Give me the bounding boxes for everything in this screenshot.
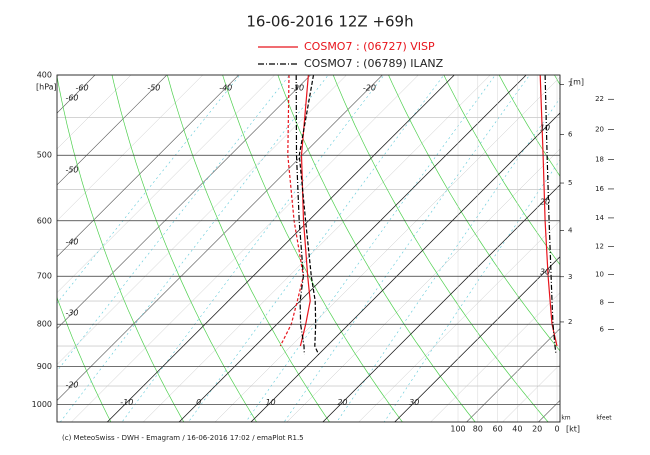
y-tick-label: 900 [37, 362, 52, 371]
wind-tick-label: 20 [532, 425, 542, 434]
isotherm-tick [106, 75, 455, 422]
isotherm [142, 75, 491, 422]
kfeet-tick-label: 8 [600, 298, 604, 306]
wind-tick-label: 40 [512, 425, 522, 434]
kfeet-tick-label: 22 [595, 95, 604, 103]
isotherm-label: -20 [363, 84, 376, 93]
dry-adiabat [388, 75, 560, 352]
isotherm-label: -40 [219, 84, 232, 93]
y-tick-label: 800 [37, 320, 52, 329]
side-label: 10 [540, 124, 550, 133]
isotherm-tick [178, 75, 527, 422]
mixing-ratio [188, 75, 445, 422]
isotherm-label: -60 [75, 84, 88, 93]
isotherm-tick [394, 256, 560, 422]
wind-speed-line [544, 75, 557, 355]
isotherm-label: -30 [65, 309, 78, 318]
height-tick-label: 3 [568, 273, 572, 281]
height-tick-label: 4 [568, 226, 573, 234]
isotherm [57, 75, 132, 150]
height-unit: km [561, 415, 570, 422]
kfeet-tick-label: 14 [595, 214, 604, 222]
y-tick-label: 600 [37, 216, 52, 225]
mixing-ratio [59, 75, 329, 422]
isotherm [57, 75, 275, 293]
y-tick-label: 500 [37, 151, 52, 160]
x-tick-label: 10 [265, 398, 275, 407]
isotherm [57, 75, 347, 365]
isotherm-label: -50 [65, 166, 78, 175]
mixing-ratio [245, 75, 496, 422]
wind-tick-label: 0 [554, 425, 559, 434]
kfeet-tick-label: 20 [595, 126, 604, 134]
dry-adiabat [111, 75, 258, 422]
height-label: [m] [570, 78, 584, 87]
legend-entry: COSMO7 : (06727) VISP [304, 40, 435, 53]
y-axis-label: [hPa] [36, 83, 57, 92]
isotherm [57, 75, 204, 222]
isotherm [430, 292, 560, 422]
kfeet-tick-label: 16 [595, 185, 604, 193]
mixing-ratio [57, 75, 241, 304]
wind-tick-label: 60 [493, 425, 503, 434]
x-tick-label: 0 [196, 398, 201, 407]
isotherm [214, 76, 560, 422]
isotherm [57, 75, 168, 186]
isotherm-label: -50 [147, 84, 160, 93]
height-tick-label: 7 [568, 80, 572, 88]
isotherm-label: -40 [65, 238, 78, 247]
dry-adiabat [57, 75, 185, 422]
isotherm-label: -20 [65, 381, 78, 390]
dry-adiabat [277, 75, 476, 422]
kfeet-unit: kfeet [596, 415, 612, 422]
isotherm-tick [250, 112, 560, 422]
x-tick-label: 20 [337, 398, 347, 407]
mixing-ratio [121, 75, 385, 422]
legend-entry: COSMO7 : (06789) ILANZ [304, 57, 444, 70]
isotherm-tick [322, 184, 560, 422]
height-tick-label: 6 [568, 130, 573, 138]
mixing-ratio [336, 97, 560, 422]
kfeet-tick-label: 12 [595, 242, 604, 250]
dry-adiabat [166, 75, 330, 422]
kfeet-tick-label: 10 [595, 271, 604, 279]
isotherm [57, 75, 312, 330]
height-tick-label: 2 [568, 318, 572, 326]
mixing-ratio [283, 75, 530, 422]
side-label: 20 [540, 198, 550, 207]
isotherm [358, 220, 560, 422]
kfeet-tick-label: 18 [595, 156, 604, 164]
wind-tick-label: 80 [473, 425, 483, 434]
side-label: 30 [540, 268, 550, 277]
isotherm [57, 75, 383, 401]
x-tick-label: 30 [409, 398, 419, 407]
kfeet-tick-label: 6 [600, 326, 605, 334]
isotherm [57, 75, 240, 258]
height-tick-label: 5 [568, 179, 572, 187]
y-tick-label: 400 [37, 71, 52, 80]
isotherm [286, 148, 560, 422]
dewpoint-line [295, 75, 305, 355]
wind-tick-label: 100 [450, 425, 465, 434]
y-tick-label: 700 [37, 272, 52, 281]
dry-adiabat [443, 75, 560, 266]
y-tick-label: 1000 [32, 400, 52, 409]
isotherm [466, 328, 560, 422]
x-tick-label: -10 [120, 398, 133, 407]
mixing-ratio [383, 159, 560, 422]
wind-label: [kt] [566, 425, 580, 434]
isotherm-label: -60 [65, 94, 78, 103]
isotherm-label: -30 [291, 84, 304, 93]
chart-title: 16-06-2016 12Z +69h [246, 13, 413, 31]
isotherm [71, 75, 419, 422]
footer: (c) MeteoSwiss - DWH - Emagram / 16-06-2… [62, 434, 304, 442]
temperature-line [298, 75, 320, 355]
dry-adiabat [57, 296, 112, 422]
